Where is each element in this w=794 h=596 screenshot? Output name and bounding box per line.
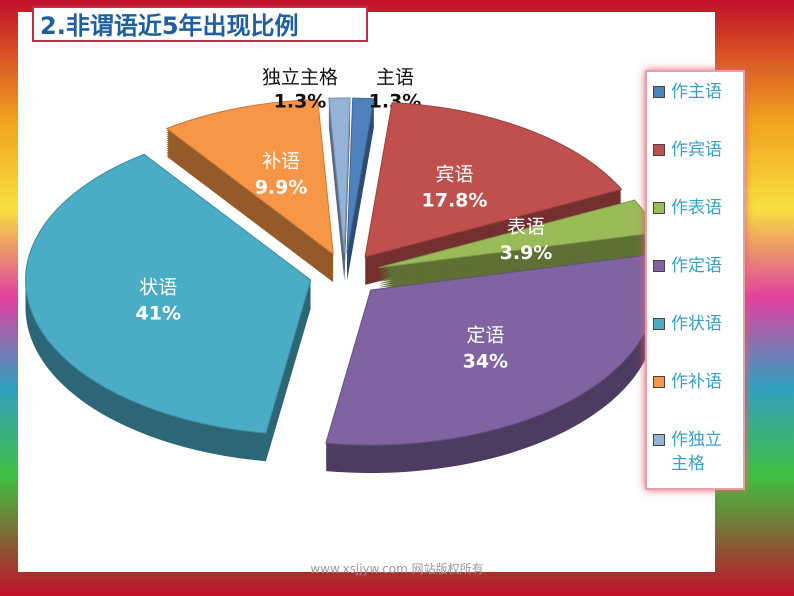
chart-title: 2.非谓语近5年出现比例 [32, 6, 368, 42]
legend-label: 作补语 [671, 372, 722, 392]
slice-label: 主语 [376, 67, 414, 89]
legend-swatch [653, 86, 665, 98]
slice [346, 97, 375, 254]
legend-label: 作宾语 [671, 140, 722, 160]
legend-label: 作主语 [671, 82, 722, 102]
value-label: 3.9% [500, 242, 553, 264]
legend-swatch [653, 376, 665, 388]
legend-swatch [653, 434, 665, 446]
legend-label: 作状语 [671, 314, 722, 334]
value-label: 1.3% [274, 91, 327, 113]
legend-swatch [653, 260, 665, 272]
legend: 作主语作宾语作表语作定语作状语作补语作独立主格 [645, 70, 745, 490]
slice-label: 表语 [507, 216, 545, 238]
slice-label: 定语 [466, 325, 504, 347]
slice-label: 独立主格 [262, 67, 338, 89]
slice [328, 97, 351, 254]
legend-item: 作表语 [653, 196, 737, 254]
legend-swatch [653, 318, 665, 330]
value-label: 17.8% [422, 189, 488, 211]
legend-swatch [653, 202, 665, 214]
legend-label: 作表语 [671, 198, 722, 218]
value-label: 9.9% [255, 176, 308, 198]
legend-item: 作补语 [653, 370, 737, 428]
legend-item: 作主语 [653, 80, 737, 138]
slice-label: 补语 [262, 150, 300, 172]
legend-label: 作定语 [671, 256, 722, 276]
value-label: 34% [463, 351, 508, 373]
slice [25, 153, 312, 434]
legend-item: 作状语 [653, 312, 737, 370]
slice-label: 状语 [139, 276, 177, 298]
legend-item: 作定语 [653, 254, 737, 312]
slice [165, 98, 334, 256]
value-label: 41% [136, 302, 181, 324]
legend-label: 作独立主格 [671, 430, 722, 474]
legend-swatch [653, 144, 665, 156]
footer: www.xsjjyw.com 网站版权所有 [310, 562, 484, 576]
legend-item: 作独立主格 [653, 428, 737, 486]
legend-item: 作宾语 [653, 138, 737, 196]
slice-label: 宾语 [435, 163, 473, 185]
slice [364, 102, 623, 258]
